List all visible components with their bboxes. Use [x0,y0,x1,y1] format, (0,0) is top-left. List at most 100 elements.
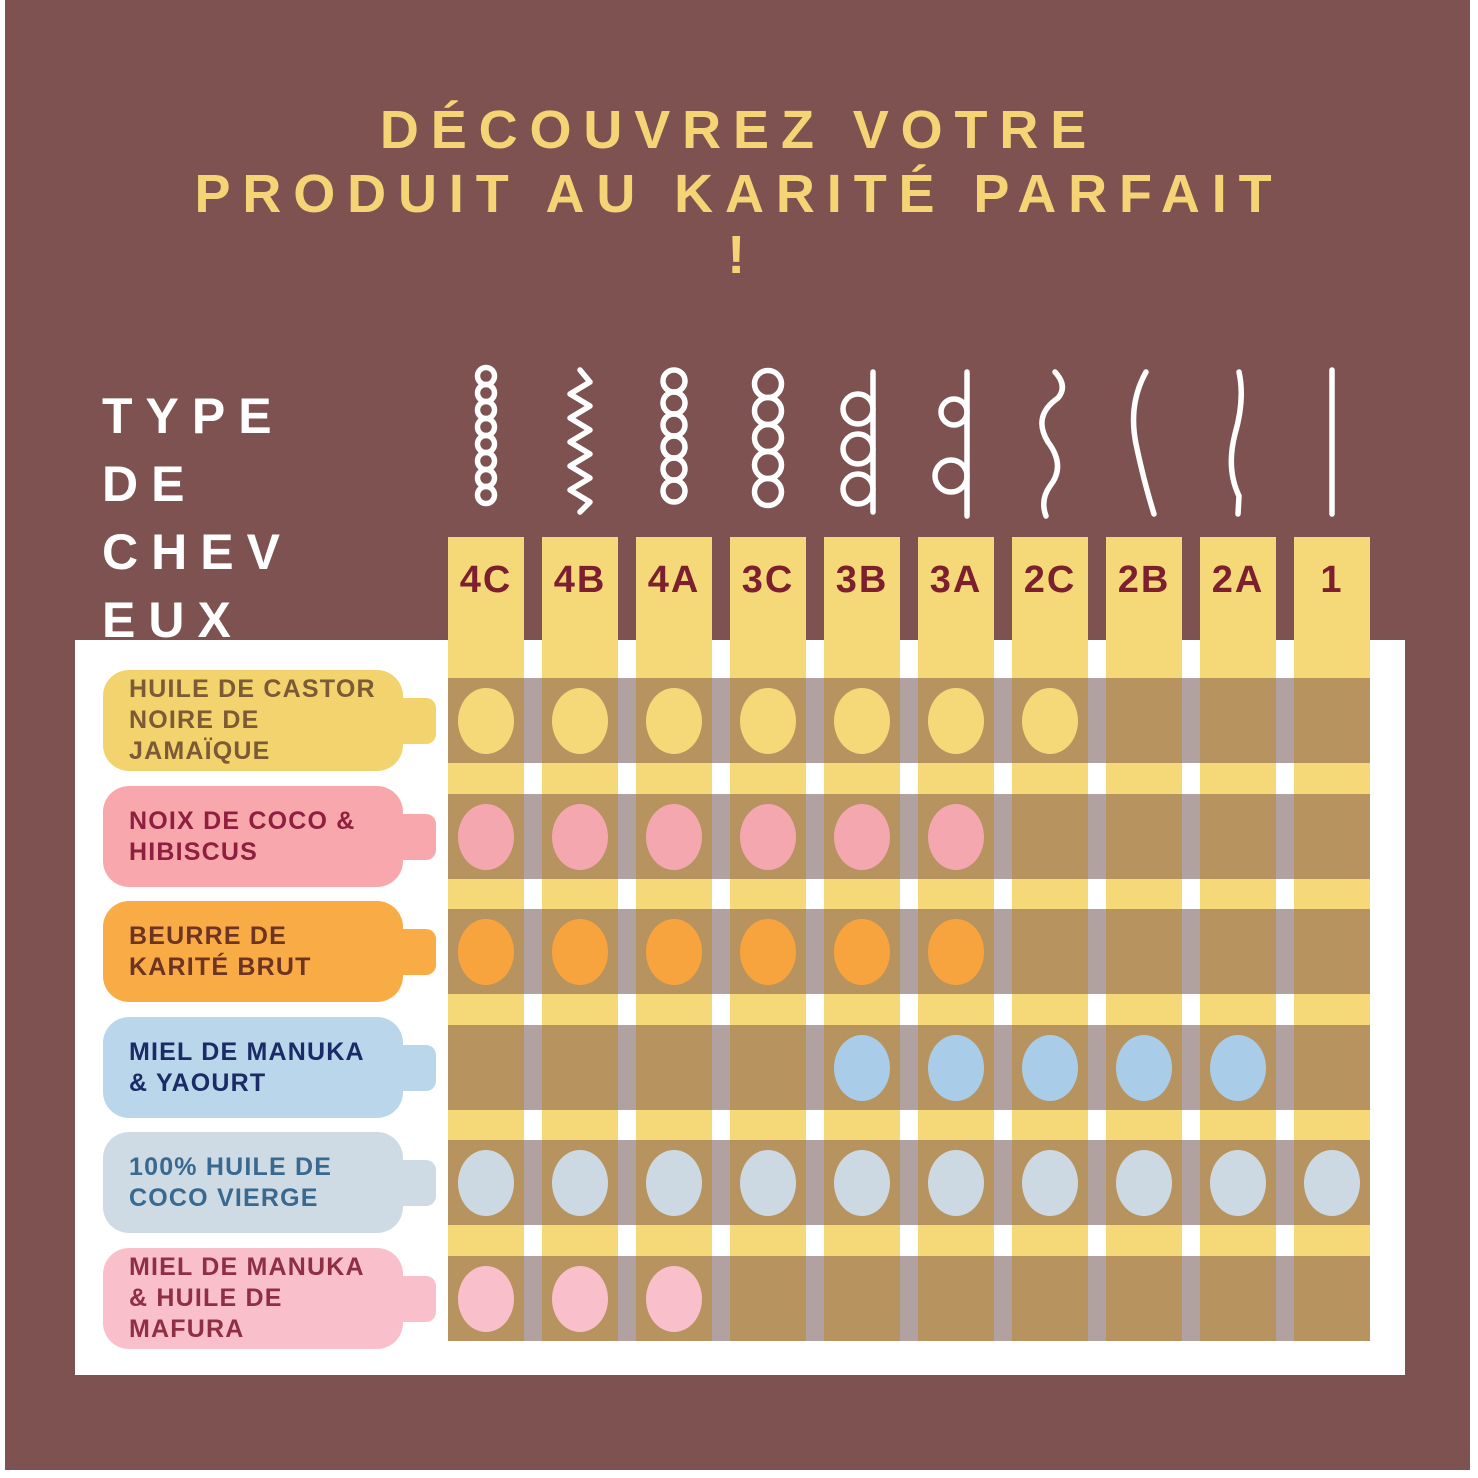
column-gap [1276,1025,1294,1110]
column-gap [1182,1140,1200,1225]
curl-zigzag-icon [567,367,593,515]
dot-3B-row-5 [834,1149,890,1216]
product-label-line: KARITÉ BRUT [129,952,312,981]
dot-4A-row-2 [646,803,702,870]
column-gap [994,794,1012,879]
column-gap [712,794,730,879]
column-gap [1182,1025,1200,1110]
dot-2C-row-1 [1022,687,1078,754]
product-label-1: HUILE DE CASTOR NOIRE DE JAMAÏQUE [103,670,403,771]
column-gap [712,678,730,763]
column-gap [618,909,636,994]
dot-3A-row-4 [928,1034,984,1101]
curl-corkscrew-icon [751,367,785,509]
column-gap [900,678,918,763]
dot-2B-row-5 [1116,1149,1172,1216]
column-gap [1182,794,1200,879]
hair-type-axis-label-line: TYPE [102,388,285,444]
product-label-cap [400,1159,436,1206]
product-label-line: BEURRE DE [129,921,288,950]
hair-type-axis-label-line: EUX [102,592,244,648]
column-gap [618,1256,636,1341]
dot-3A-row-3 [928,918,984,985]
product-label-line: HIBISCUS [129,837,259,866]
curl-coil-small-icon [660,367,688,505]
dot-2A-row-5 [1210,1149,1266,1216]
hair-type-axis-label: TYPE DE CHEV EUX [102,382,293,654]
dot-1-row-5 [1304,1149,1360,1216]
dot-3B-row-1 [834,687,890,754]
column-gap [618,1025,636,1110]
column-gap [994,1140,1012,1225]
dot-2B-row-4 [1116,1034,1172,1101]
product-label-2: NOIX DE COCO & HIBISCUS [103,786,403,887]
dot-3B-row-4 [834,1034,890,1101]
product-label-cap [400,1044,436,1091]
product-label-text: 100% HUILE DE COCO VIERGE [103,1132,403,1233]
dot-2A-row-4 [1210,1034,1266,1101]
column-gap [1182,1256,1200,1341]
product-label-6: MIEL DE MANUKA & HUILE DE MAFURA [103,1248,403,1349]
column-gap [1088,1256,1106,1341]
product-label-5: 100% HUILE DE COCO VIERGE [103,1132,403,1233]
column-header-3B: 3B [835,559,889,601]
column-header-4C: 4C [459,559,513,601]
column-gap [1182,678,1200,763]
dot-4C-row-3 [458,918,514,985]
product-label-text: MIEL DE MANUKA & YAOURT [103,1017,403,1118]
column-gap [806,794,824,879]
column-gap [712,1025,730,1110]
column-gap [900,909,918,994]
product-label-text: BEURRE DE KARITÉ BRUT [103,901,403,1002]
column-gap [900,1256,918,1341]
column-header-3A: 3A [929,559,983,601]
curl-loose-loops-icon [932,369,970,519]
wave-subtle-icon [1228,369,1244,517]
column-gap [994,678,1012,763]
column-gap [712,1140,730,1225]
column-gap [1088,1140,1106,1225]
dot-2C-row-5 [1022,1149,1078,1216]
column-header-1: 1 [1320,559,1344,601]
dot-4B-row-5 [552,1149,608,1216]
dot-4A-row-3 [646,918,702,985]
column-gap [1276,1140,1294,1225]
hair-type-axis-label-line: CHEV [102,524,293,580]
dot-4C-row-1 [458,687,514,754]
product-label-line: HUILE DE CASTOR [129,675,376,703]
curl-coil-tight-icon [474,364,498,507]
dot-4A-row-1 [646,687,702,754]
column-header-2A: 2A [1211,559,1265,601]
product-label-cap [400,697,436,744]
hair-type-axis-label-line: DE [102,456,198,512]
column-gap [1088,678,1106,763]
dot-3A-row-5 [928,1149,984,1216]
column-gap [806,909,824,994]
dot-4C-row-6 [458,1265,514,1332]
dot-4A-row-5 [646,1149,702,1216]
column-gap [1088,794,1106,879]
dot-4B-row-6 [552,1265,608,1332]
product-label-3: BEURRE DE KARITÉ BRUT [103,901,403,1002]
dot-3A-row-1 [928,687,984,754]
product-label-line: 100% HUILE DE [129,1152,333,1181]
column-gap [524,794,542,879]
column-gap [806,1256,824,1341]
dot-2C-row-4 [1022,1034,1078,1101]
dot-4B-row-2 [552,803,608,870]
product-label-text: NOIX DE COCO & HIBISCUS [103,786,403,887]
product-label-4: MIEL DE MANUKA & YAOURT [103,1017,403,1118]
wave-strong-icon [1039,369,1066,519]
wave-soft-icon [1130,369,1157,517]
column-header-4A: 4A [647,559,701,601]
column-gap [1276,678,1294,763]
title-line-3: ! [727,225,751,285]
product-label-cap [400,1275,436,1322]
column-gap [1276,909,1294,994]
column-header-3C: 3C [741,559,795,601]
column-gap [524,678,542,763]
title-line-1: DÉCOUVREZ VOTRE [379,100,1099,160]
dot-3A-row-2 [928,803,984,870]
title-line-2: PRODUIT AU KARITÉ PARFAIT [194,164,1284,224]
